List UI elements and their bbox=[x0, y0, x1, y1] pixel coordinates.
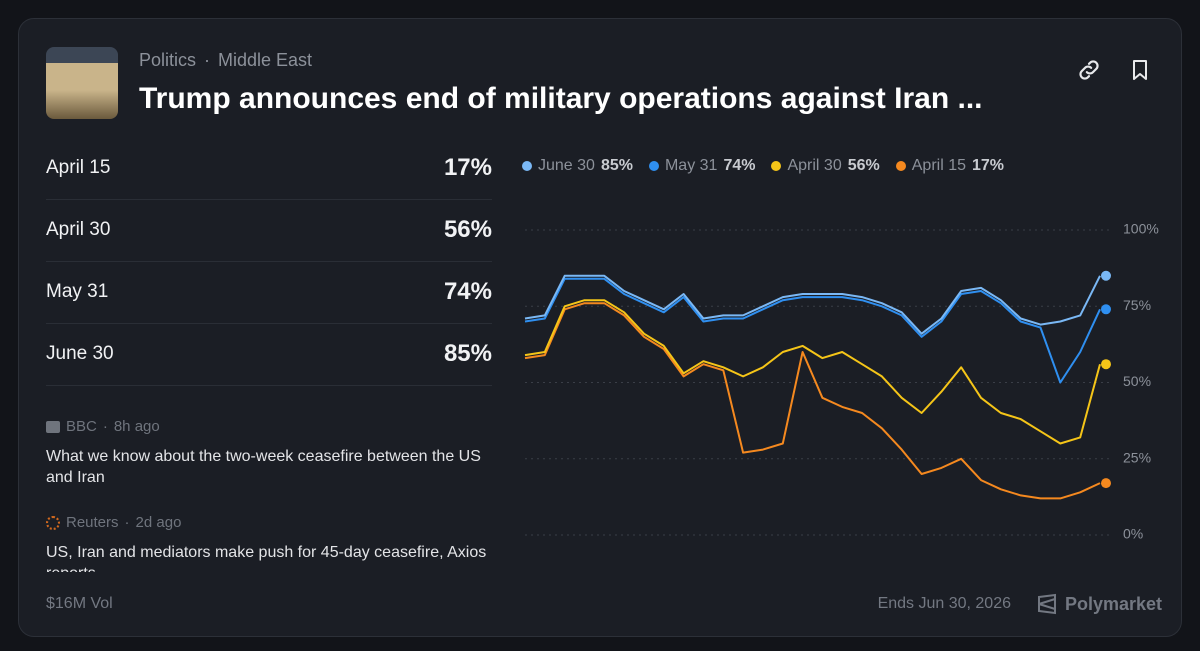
current-dot bbox=[1101, 478, 1111, 489]
outcome-name: April 15 bbox=[46, 157, 111, 178]
current-dot bbox=[1101, 270, 1111, 281]
legend-value: 74% bbox=[723, 157, 756, 174]
legend-value: 85% bbox=[600, 157, 633, 174]
series-line bbox=[524, 299, 1101, 445]
legend-item: June 30 85% bbox=[522, 157, 633, 175]
outcome-row[interactable]: April 15 17% bbox=[46, 137, 492, 200]
source-name: BBC bbox=[66, 418, 97, 435]
legend-item: April 15 17% bbox=[895, 157, 1005, 175]
legend-swatch bbox=[895, 161, 906, 171]
legend-swatch bbox=[522, 161, 532, 171]
y-tick-label: 100% bbox=[1123, 221, 1159, 237]
outcome-name: April 30 bbox=[46, 219, 111, 240]
legend-item: April 30 56% bbox=[771, 157, 880, 175]
news-headline[interactable]: What we know about the two-week ceasefir… bbox=[46, 448, 481, 486]
market-card[interactable] bbox=[18, 18, 1182, 637]
brand-logo bbox=[1038, 593, 1056, 615]
outcome-row[interactable]: April 30 56% bbox=[46, 199, 492, 262]
y-tick-label: 50% bbox=[1123, 373, 1151, 389]
news-source: Reuters 2d ago bbox=[46, 514, 181, 531]
category[interactable]: Politics bbox=[139, 50, 197, 70]
legend-swatch bbox=[771, 161, 782, 171]
outcome-chance: 17% bbox=[443, 154, 492, 181]
source-icon bbox=[46, 515, 60, 530]
legend-label: May 31 bbox=[664, 157, 718, 174]
legend-label: June 30 bbox=[538, 157, 595, 174]
legend-item: May 31 74% bbox=[648, 157, 756, 175]
title[interactable]: Trump announces end of military operatio… bbox=[139, 82, 983, 115]
outcome-row[interactable]: June 30 85% bbox=[46, 323, 492, 386]
y-tick-label: 75% bbox=[1123, 297, 1151, 313]
outcome-name: May 31 bbox=[46, 281, 109, 302]
outcome-chance: 85% bbox=[443, 340, 492, 367]
news-headline[interactable]: US, Iran and mediators make push for 45-… bbox=[46, 544, 487, 572]
category[interactable]: Middle East bbox=[196, 50, 312, 70]
categories: PoliticsMiddle East bbox=[139, 50, 312, 71]
legend-label: April 30 bbox=[787, 157, 842, 174]
legend-swatch bbox=[648, 161, 659, 171]
chart: 100% 75% 50% 25% 0% bbox=[524, 221, 1159, 542]
series-line bbox=[524, 277, 1101, 384]
outcome-chance: 56% bbox=[443, 216, 492, 243]
source-name: Reuters bbox=[66, 514, 119, 531]
source-icon bbox=[46, 420, 60, 433]
current-dot bbox=[1101, 304, 1111, 315]
y-tick-label: 25% bbox=[1123, 449, 1151, 465]
volume: $16M Vol bbox=[46, 595, 113, 612]
bookmark-icon[interactable] bbox=[1128, 57, 1152, 83]
y-tick-label: 0% bbox=[1123, 526, 1143, 542]
current-dot bbox=[1101, 359, 1111, 370]
link-icon[interactable] bbox=[1076, 57, 1102, 83]
legend-value: 56% bbox=[847, 157, 880, 174]
news-time: 2d ago bbox=[125, 514, 182, 531]
outcome-chance: 74% bbox=[443, 278, 492, 305]
outcome-name: June 30 bbox=[46, 343, 114, 364]
outcome-row[interactable]: May 31 74% bbox=[46, 261, 492, 324]
legend: June 30 85% May 31 74% April 30 56% April 15 17… bbox=[522, 157, 1004, 175]
series-line bbox=[524, 302, 1101, 500]
end-date: Ends Jun 30, 2026 bbox=[877, 595, 1011, 612]
news-time: 8h ago bbox=[103, 418, 160, 435]
brand: Polymarket bbox=[1065, 594, 1163, 614]
thumbnail bbox=[46, 47, 118, 119]
legend-label: April 15 bbox=[911, 157, 966, 174]
news-source: BBC 8h ago bbox=[46, 418, 160, 435]
legend-value: 17% bbox=[972, 157, 1005, 174]
series-line bbox=[524, 274, 1101, 335]
